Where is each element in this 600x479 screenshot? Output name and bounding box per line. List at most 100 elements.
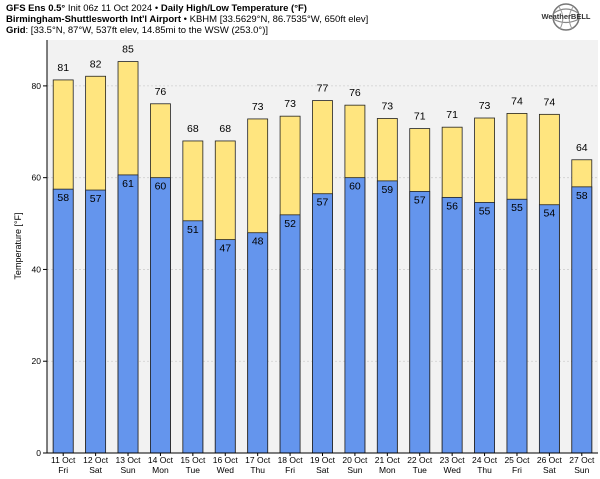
x-tick-day: Sun [574,465,589,475]
high-value-label: 82 [90,58,102,70]
header-line-1: GFS Ens 0.5° Init 06z 11 Oct 2024 • Dail… [6,3,307,14]
low-bar [150,177,171,454]
low-value-label: 56 [446,200,458,212]
low-bar [52,188,74,454]
low-value-label: 61 [122,178,134,190]
x-tick-date: 16 Oct [213,455,239,465]
x-tick-date: 22 Oct [407,455,433,465]
logo-text: WeatherBELL [541,12,590,21]
header-line-2: Birmingham-Shuttlesworth Int'l Airport •… [6,14,368,25]
low-bar [247,232,269,454]
data-labels: 81 58 82 57 85 61 76 60 68 51 68 47 73 48 73 52 77 57 76 60… [57,44,587,255]
x-tick-date: 25 Oct [504,455,530,465]
header-line-3: Grid: [33.5°N, 87°W, 537ft elev, 14.85mi… [6,25,268,36]
bars [52,61,593,454]
low-bar [409,191,431,454]
low-value-label: 59 [381,184,393,196]
low-value-label: 58 [57,192,69,204]
station-detail: • KBHM [33.5629°N, 86.7535°W, 650ft elev… [181,14,369,25]
high-value-label: 68 [219,123,231,135]
x-tick-date: 26 Oct [537,455,563,465]
x-tick-day: Fri [512,465,522,475]
y-tick-label: 80 [32,81,42,91]
y-tick-label: 60 [32,173,42,183]
x-tick-date: 20 Oct [342,455,368,465]
x-tick-day: Tue [186,465,201,475]
low-bar [85,189,107,454]
x-tick-date: 19 Oct [310,455,336,465]
low-bar [279,214,301,454]
high-value-label: 81 [57,62,69,74]
high-value-label: 77 [317,83,329,95]
high-value-label: 85 [122,44,134,56]
high-value-label: 74 [511,95,523,107]
low-value-label: 57 [90,193,102,205]
x-tick-date: 13 Oct [116,455,142,465]
x-tick-date: 24 Oct [472,455,498,465]
station-name: Birmingham-Shuttlesworth Int'l Airport [6,14,182,25]
x-tick-date: 11 Oct [51,455,76,465]
low-value-label: 51 [187,224,199,236]
x-tick-day: Fri [285,465,295,475]
high-value-label: 73 [479,100,491,112]
low-value-label: 55 [511,202,523,214]
init-time: Init 06z 11 Oct 2024 • [65,3,161,14]
x-tick-date: 14 Oct [148,455,174,465]
x-tick-date: 15 Oct [180,455,206,465]
low-bar [571,186,593,454]
low-value-label: 55 [479,205,491,217]
high-value-label: 76 [349,87,361,99]
x-tick-day: Mon [379,465,396,475]
low-bar [538,204,560,454]
low-value-label: 47 [219,243,231,255]
high-value-label: 64 [576,142,588,154]
weatherbell-globe-logo: WeatherBELL [541,3,591,31]
high-value-label: 73 [284,98,296,110]
y-ticks: 0 20 40 60 80 [32,81,47,458]
low-bar [182,220,204,454]
high-value-label: 68 [187,123,199,135]
x-tick-day: Wed [217,465,235,475]
low-value-label: 48 [252,236,264,248]
grid-detail: : [33.5°N, 87°W, 537ft elev, 14.85mi to … [25,25,269,36]
y-tick-label: 0 [36,448,41,458]
low-value-label: 60 [349,181,361,193]
x-tick-day: Sat [316,465,329,475]
x-tick-date: 18 Oct [278,455,304,465]
low-bar [312,193,333,454]
x-tick-day: Thu [250,465,265,475]
low-bar [474,202,495,454]
x-tick-day: Sun [120,465,135,475]
low-bar [117,174,139,454]
low-value-label: 58 [576,190,588,202]
model-name: GFS Ens 0.5° [6,3,66,14]
x-tick-day: Sat [89,465,102,475]
low-bar [214,239,236,454]
x-tick-date: 17 Oct [245,455,271,465]
high-value-label: 76 [155,86,167,98]
low-bar [506,198,528,454]
grid-label: Grid [6,25,26,36]
high-value-label: 74 [544,96,556,108]
chart-title: Daily High/Low Temperature (°F) [160,3,307,14]
x-tick-date: 21 Oct [375,455,401,465]
low-value-label: 54 [544,208,556,220]
x-tick-date: 12 Oct [83,455,109,465]
high-value-label: 73 [381,100,393,112]
low-bar [441,196,463,454]
x-tick-date: 27 Oct [569,455,595,465]
x-tick-day: Thu [477,465,492,475]
x-tick-day: Sat [543,465,556,475]
low-value-label: 57 [317,197,329,209]
x-tick-day: Sun [347,465,362,475]
x-tick-date: 23 Oct [440,455,466,465]
high-value-label: 71 [414,111,426,123]
low-bar [344,177,366,454]
x-tick-day: Wed [443,465,461,475]
x-tick-day: Tue [413,465,428,475]
low-bar [376,180,398,454]
low-value-label: 57 [414,194,426,206]
y-axis-label: Temperature [°F] [13,212,23,279]
high-value-label: 71 [446,109,458,121]
